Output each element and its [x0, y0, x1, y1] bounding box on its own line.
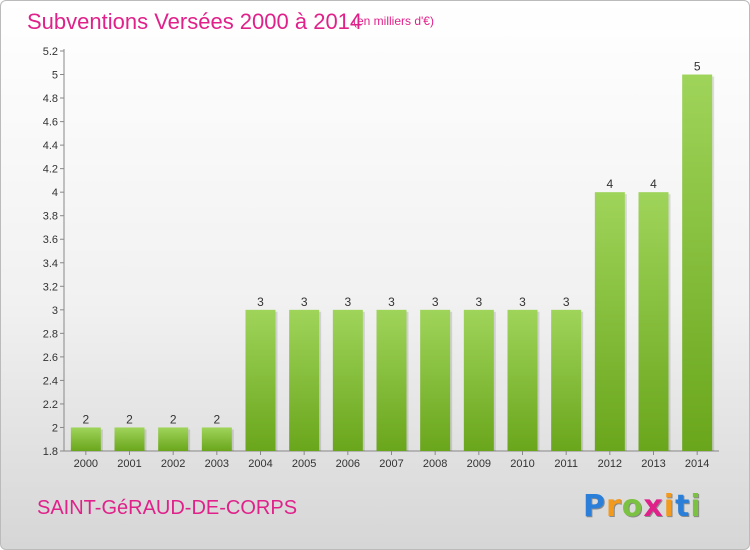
x-tick-label: 2001 [117, 458, 141, 470]
bar [332, 309, 363, 451]
bar [376, 309, 407, 451]
x-tick-label: 2006 [336, 458, 360, 470]
data-label: 3 [388, 295, 395, 309]
unit-note: (en milliers d'€) [353, 14, 434, 28]
y-tick-label: 3.8 [43, 211, 58, 223]
x-tick-label: 2002 [161, 458, 185, 470]
y-tick-label: 4.2 [43, 164, 58, 176]
y-tick-label: 5 [52, 70, 58, 82]
y-tick-label: 2.4 [43, 375, 58, 387]
bar [289, 309, 320, 451]
y-tick-label: 2.2 [43, 399, 58, 411]
logo-letter: r [606, 489, 622, 524]
y-tick-label: 2 [52, 422, 58, 434]
y-tick-label: 5.2 [43, 46, 58, 58]
bar [245, 309, 276, 451]
bar [114, 427, 145, 451]
data-label: 3 [344, 295, 351, 309]
x-tick-label: 2011 [554, 458, 578, 470]
bar [201, 427, 232, 451]
y-tick-label: 2.8 [43, 328, 58, 340]
data-label: 5 [694, 60, 701, 74]
x-tick-label: 2009 [467, 458, 491, 470]
logo-letter: t [675, 489, 691, 524]
data-label: 3 [432, 295, 439, 309]
logo-letter: o [621, 489, 644, 524]
logo-letter: i [690, 489, 702, 524]
y-tick-label: 3.6 [43, 234, 58, 246]
data-label: 2 [82, 412, 89, 426]
data-label: 4 [650, 177, 657, 191]
proxiti-logo[interactable]: Proxiti [583, 489, 702, 524]
y-tick-label: 3 [52, 305, 58, 317]
y-tick-label: 4.8 [43, 93, 58, 105]
chart-title: Subventions Versées 2000 à 2014 [27, 9, 363, 34]
bar [507, 309, 538, 451]
y-tick-label: 4.6 [43, 117, 58, 129]
data-label: 3 [563, 295, 570, 309]
y-tick-label: 2.6 [43, 352, 58, 364]
bar [463, 309, 494, 451]
bar [638, 192, 669, 452]
x-tick-label: 2003 [205, 458, 229, 470]
data-label: 3 [519, 295, 526, 309]
y-tick-label: 3.4 [43, 258, 58, 270]
bar [551, 309, 582, 451]
commune-name: SAINT-GéRAUD-DE-CORPS [37, 497, 298, 519]
bar [70, 427, 101, 451]
x-tick-label: 2014 [685, 458, 709, 470]
bar [420, 309, 451, 451]
logo-letter: i [663, 489, 676, 524]
bar [594, 192, 625, 452]
logo-letter: P [583, 489, 606, 524]
data-label: 4 [606, 177, 613, 191]
bars: 2 2 2 2 3 3 3 3 3 3 3 3 4 4 5 [70, 60, 715, 452]
x-tick-label: 2004 [248, 458, 272, 470]
y-tick-label: 1.8 [43, 446, 58, 458]
x-tick-label: 2007 [379, 458, 403, 470]
y-tick-label: 3.2 [43, 281, 58, 293]
x-tick-label: 2000 [74, 458, 98, 470]
x-tick-label: 2005 [292, 458, 316, 470]
logo-letter: x [643, 489, 664, 524]
bar [682, 74, 713, 451]
data-label: 3 [257, 295, 264, 309]
x-tick-label: 2010 [510, 458, 534, 470]
x-tick-label: 2008 [423, 458, 447, 470]
y-tick-label: 4.4 [43, 140, 58, 152]
data-label: 2 [126, 412, 133, 426]
y-tick-label: 4 [52, 187, 58, 199]
x-tick-label: 2013 [641, 458, 665, 470]
x-tick-label: 2012 [598, 458, 622, 470]
data-label: 3 [301, 295, 308, 309]
data-label: 2 [170, 412, 177, 426]
bar [158, 427, 189, 451]
data-label: 3 [475, 295, 482, 309]
axes: 1.8 2 2.2 2.4 2.6 2.8 3 3.2 3.4 3.6 3.8 4 4.2 4.4 4.6 4… [43, 46, 719, 470]
data-label: 2 [213, 412, 220, 426]
